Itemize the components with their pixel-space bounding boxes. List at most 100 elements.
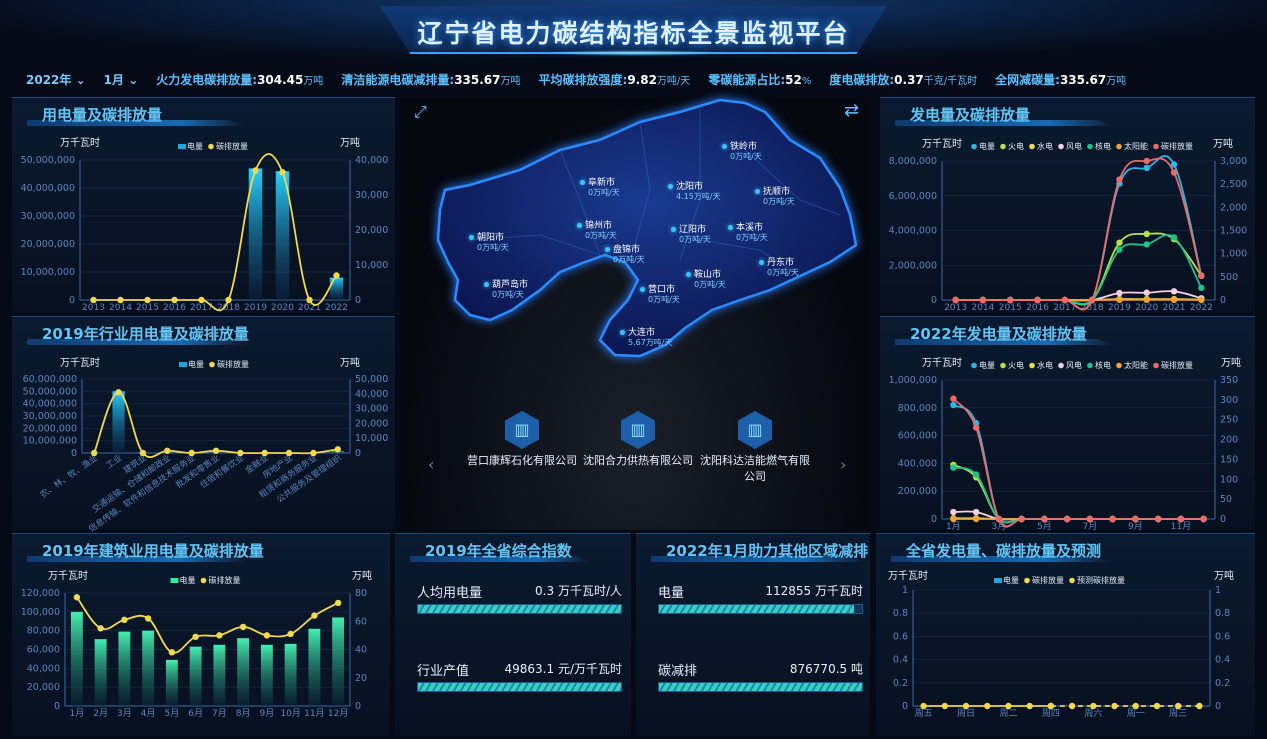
data-point[interactable] <box>1198 296 1205 304</box>
data-point[interactable] <box>144 296 151 304</box>
data-point[interactable] <box>1026 702 1033 710</box>
data-point[interactable] <box>263 632 271 639</box>
data-point[interactable] <box>979 296 987 304</box>
data-point[interactable] <box>995 515 1003 523</box>
legend-item[interactable]: 火电 <box>1000 141 1024 151</box>
data-point[interactable] <box>311 612 318 619</box>
bar[interactable] <box>70 611 83 706</box>
data-point[interactable] <box>1041 515 1048 523</box>
bar[interactable] <box>112 391 125 453</box>
liaoning-map[interactable] <box>436 98 858 358</box>
data-point[interactable] <box>1116 296 1123 304</box>
legend-item[interactable]: 核电 <box>1087 360 1111 370</box>
map-city[interactable]: 本溪市 0万吨/天 <box>728 223 768 243</box>
data-point[interactable] <box>310 449 317 457</box>
company-card[interactable]: ▥ 营口康辉石化有限公司 <box>467 411 577 469</box>
data-point[interactable] <box>1088 296 1096 304</box>
legend-item[interactable]: 电量 <box>971 141 995 151</box>
legend-item[interactable]: 太阳能 <box>1116 360 1148 370</box>
legend-item[interactable]: 风电 <box>1058 141 1082 151</box>
legend-item[interactable]: 电量 <box>179 359 204 369</box>
data-point[interactable] <box>950 464 957 471</box>
legend-item[interactable]: 太阳能 <box>1116 141 1148 151</box>
legend-item[interactable]: 碳排放量 <box>1024 575 1064 585</box>
data-point[interactable] <box>952 296 959 304</box>
map-city[interactable]: 营口市 0万吨/天 <box>640 285 680 305</box>
data-point[interactable] <box>1153 702 1161 710</box>
map-city[interactable]: 抚顺市 0万吨/天 <box>755 187 795 207</box>
legend-item[interactable]: 电量 <box>994 575 1019 585</box>
data-point[interactable] <box>139 449 147 457</box>
data-point[interactable] <box>1132 702 1139 710</box>
data-point[interactable] <box>261 449 268 457</box>
legend-item[interactable]: 电量 <box>971 360 995 370</box>
month-select[interactable]: 1月 ⌄ <box>104 71 139 88</box>
data-point[interactable] <box>1018 515 1025 523</box>
legend-item[interactable]: 核电 <box>1087 141 1111 151</box>
data-point[interactable] <box>950 515 957 523</box>
bar[interactable] <box>332 617 345 706</box>
legend-item[interactable]: 碳排放量 <box>208 141 248 151</box>
data-point[interactable] <box>192 633 199 640</box>
data-point[interactable] <box>1111 702 1118 710</box>
data-point[interactable] <box>334 446 342 453</box>
data-point[interactable] <box>1116 239 1123 246</box>
data-point[interactable] <box>1116 246 1123 253</box>
bar[interactable] <box>94 639 107 706</box>
data-point[interactable] <box>168 649 176 656</box>
carousel-prev-button[interactable]: ‹ <box>428 455 435 474</box>
data-point[interactable] <box>1200 515 1207 523</box>
data-point[interactable] <box>212 447 220 454</box>
data-point[interactable] <box>252 167 259 174</box>
data-point[interactable] <box>333 272 340 279</box>
data-point[interactable] <box>285 449 293 457</box>
legend-item[interactable]: 水电 <box>1029 141 1053 151</box>
data-point[interactable] <box>984 702 991 710</box>
data-point[interactable] <box>1170 234 1178 241</box>
bar[interactable] <box>213 644 226 706</box>
data-point[interactable] <box>97 625 104 632</box>
data-point[interactable] <box>1061 296 1069 304</box>
data-point[interactable] <box>1068 702 1076 710</box>
data-point[interactable] <box>1154 515 1162 523</box>
data-point[interactable] <box>1143 230 1150 238</box>
legend-item[interactable]: 碳排放量 <box>209 359 249 369</box>
bar[interactable] <box>237 638 250 706</box>
data-point[interactable] <box>972 508 980 516</box>
data-point[interactable] <box>1090 702 1097 710</box>
legend-item[interactable]: 预测碳排放量 <box>1069 575 1125 585</box>
map-city[interactable]: 盘锦市 0万吨/天 <box>605 245 645 265</box>
data-point[interactable] <box>972 515 980 523</box>
legend-item[interactable]: 水电 <box>1029 360 1053 370</box>
data-point[interactable] <box>1034 296 1041 304</box>
data-point[interactable] <box>1143 164 1150 172</box>
year-select[interactable]: 2022年 ⌄ <box>26 71 86 88</box>
bar[interactable] <box>142 630 155 706</box>
data-point[interactable] <box>1143 289 1150 296</box>
map-city[interactable]: 锦州市 0万吨/天 <box>577 221 617 241</box>
data-point[interactable] <box>237 449 244 457</box>
data-point[interactable] <box>950 401 957 409</box>
bar[interactable] <box>308 628 321 706</box>
data-point[interactable] <box>1170 169 1178 176</box>
data-point[interactable] <box>950 395 957 402</box>
data-point[interactable] <box>188 449 195 457</box>
data-point[interactable] <box>121 616 128 624</box>
data-point[interactable] <box>334 599 342 607</box>
data-point[interactable] <box>117 296 124 304</box>
data-point[interactable] <box>1198 284 1205 292</box>
data-point[interactable] <box>279 169 286 176</box>
data-point[interactable] <box>1007 296 1014 304</box>
data-point[interactable] <box>1143 241 1150 248</box>
bar[interactable] <box>260 644 273 706</box>
data-point[interactable] <box>164 447 171 454</box>
data-point[interactable] <box>1174 702 1182 710</box>
map-city[interactable]: 朝阳市 0万吨/天 <box>469 233 509 253</box>
legend-item[interactable]: 碳排放量 <box>1153 141 1193 151</box>
legend-item[interactable]: 碳排放量 <box>200 575 241 585</box>
data-point[interactable] <box>1196 702 1203 710</box>
bar[interactable] <box>284 643 297 706</box>
data-point[interactable] <box>1086 515 1094 523</box>
data-point[interactable] <box>1170 296 1178 304</box>
data-point[interactable] <box>225 296 232 304</box>
